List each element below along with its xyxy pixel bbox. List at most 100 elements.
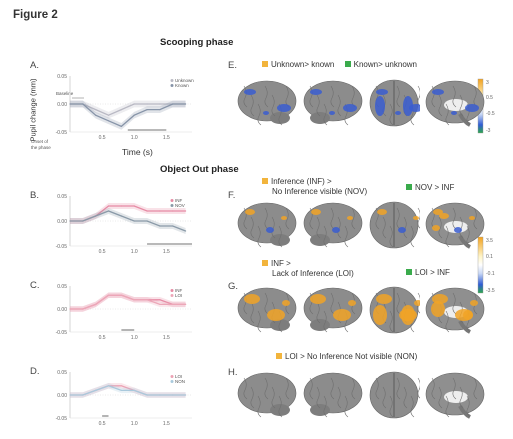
brain-cerebellum xyxy=(310,112,330,124)
activation-blob xyxy=(414,300,420,306)
legend-label-loi: LOI xyxy=(175,293,182,298)
activation-blob xyxy=(311,209,321,215)
activation-blob xyxy=(245,209,255,215)
data-point-nov xyxy=(184,230,187,232)
data-point-non xyxy=(184,394,187,396)
brain-sulcus xyxy=(316,216,321,239)
activation-blob xyxy=(470,300,478,306)
section-title-object-out: Object Out phase xyxy=(160,164,239,175)
series-band-unknown xyxy=(70,100,186,119)
data-point-non xyxy=(95,389,97,391)
activation-blob xyxy=(432,89,444,95)
brain-cerebellum xyxy=(270,112,290,124)
panel-letter-e: E. xyxy=(228,60,237,71)
data-point-loi xyxy=(133,299,135,301)
panel-a-ylabel-wrap: Pupil change (mm) xyxy=(26,79,38,142)
series-line-unknown xyxy=(70,103,186,116)
brain-sulcus xyxy=(264,207,269,230)
brain-sulcus xyxy=(330,292,335,315)
brain-sulcus xyxy=(445,395,450,418)
data-point-nov xyxy=(82,220,84,222)
brain-h-posterior xyxy=(369,371,420,419)
brain-sulcus xyxy=(243,85,248,108)
colorbar-f-tick-2: 0.1 xyxy=(486,254,493,260)
data-point-unknown xyxy=(95,109,97,111)
brain-sulcus xyxy=(410,395,415,418)
brain-f-right-lateral xyxy=(303,202,363,248)
activation-blob xyxy=(403,96,413,116)
legend-marker xyxy=(170,375,174,378)
brain-sulcus xyxy=(452,377,457,400)
activation-blob xyxy=(329,111,335,115)
activation-blob xyxy=(373,305,387,325)
brain-sulcus xyxy=(351,377,356,400)
activation-blob xyxy=(281,216,287,220)
legend-label-non: NON xyxy=(175,379,185,384)
brain-sulcus xyxy=(452,292,457,315)
data-point-inf xyxy=(133,205,135,207)
brain-cerebellum xyxy=(270,404,290,416)
brain-sulcus xyxy=(396,377,401,400)
x-tick-label: 1.0 xyxy=(131,135,138,141)
panel-letter-d: D. xyxy=(30,366,40,377)
colorbar-f-tick-3: -0.1 xyxy=(486,271,495,277)
colorbar-e-tick-4: -3 xyxy=(486,128,491,134)
x-tick-label: 1.5 xyxy=(163,135,170,141)
data-point-nov xyxy=(107,210,110,212)
activation-blob xyxy=(376,294,392,304)
activation-blob xyxy=(439,213,449,219)
brain-g-medial xyxy=(425,287,485,334)
brain-sulcus xyxy=(396,207,401,230)
data-point-known xyxy=(133,114,135,116)
activation-blob xyxy=(333,309,351,321)
brain-sulcus xyxy=(389,310,394,333)
brain-sulcus xyxy=(389,395,394,418)
x-tick-label: 1.0 xyxy=(131,249,138,255)
brain-sulcus xyxy=(323,103,328,126)
legend-swatch-orange xyxy=(276,353,282,359)
brain-sulcus xyxy=(250,386,255,409)
panel-letter-g: G. xyxy=(228,281,239,292)
brain-sulcus xyxy=(264,292,269,315)
activation-blob xyxy=(463,310,473,320)
data-point-unknown xyxy=(133,103,135,105)
brain-h-right-lateral xyxy=(303,372,363,418)
activation-blob xyxy=(244,294,260,304)
data-point-known xyxy=(69,103,71,105)
x-tick-label: 0.5 xyxy=(99,421,106,427)
colorbar-f: 3.5 0.1 -0.1 -3.5 xyxy=(477,236,495,294)
legend-swatch-orange xyxy=(262,178,268,184)
data-point-known xyxy=(146,109,148,111)
activation-blob xyxy=(398,227,406,233)
data-point-known xyxy=(107,120,110,122)
brain-cerebellum xyxy=(270,234,290,246)
x-tick-label: 1.5 xyxy=(163,335,170,341)
brain-sulcus xyxy=(337,386,342,409)
data-point-loi xyxy=(146,299,148,301)
panel-e-legend: Unknown> known Known> unknown xyxy=(262,60,417,70)
brain-sulcus xyxy=(309,377,314,400)
activation-blob xyxy=(401,305,415,325)
brain-sulcus xyxy=(271,94,276,117)
brain-sulcus xyxy=(264,85,269,108)
panel-h-legend-label: LOI > No Inference Not visible (NON) xyxy=(285,352,418,361)
activation-blob xyxy=(375,96,385,116)
brain-sulcus xyxy=(473,207,478,230)
data-point-known xyxy=(120,125,122,127)
brain-sulcus xyxy=(278,395,283,418)
panel-letter-f: F. xyxy=(228,190,236,201)
colorbar-e-tick-2: 0.5 xyxy=(486,95,493,101)
brain-g-left-lateral xyxy=(237,287,297,333)
legend-marker xyxy=(170,199,174,202)
series-line-nov xyxy=(70,210,186,232)
data-point-unknown xyxy=(107,114,110,116)
x-tick-label: 1.5 xyxy=(163,421,170,427)
legend-swatch-green xyxy=(344,61,351,67)
brain-sulcus xyxy=(330,207,335,230)
panel-g-legend-b-label: LOI > INF xyxy=(415,268,450,277)
data-point-loi xyxy=(172,303,174,305)
data-point-non xyxy=(107,385,110,387)
